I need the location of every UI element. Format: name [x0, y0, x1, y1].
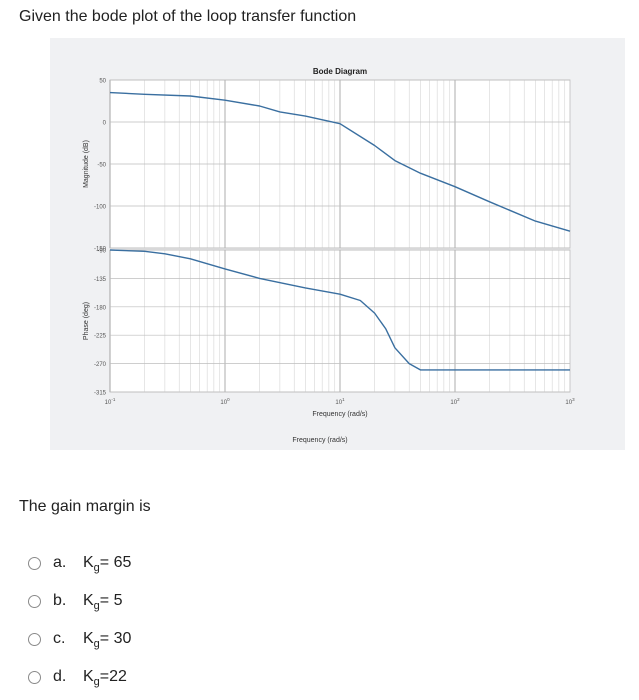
x-tick-label: 102: [450, 397, 460, 406]
bode-plot-svg: Bode Diagram Magnitude (dB) Phase (deg) …: [83, 67, 575, 444]
chart-title: Bode Diagram: [313, 67, 367, 76]
option-d-k: K: [83, 668, 94, 685]
option-a-sub: g: [93, 562, 100, 574]
magnitude-axis-label: Magnitude (dB): [83, 140, 90, 188]
phase-axis-label: Phase (deg): [83, 302, 90, 340]
option-a-value: = 65: [99, 554, 132, 571]
question-text: Given the bode plot of the loop transfer…: [19, 8, 357, 25]
option-d-sub: g: [93, 676, 100, 688]
magnitude-tick-label: -150: [94, 247, 107, 253]
magnitude-tick-label: -50: [97, 163, 106, 169]
option-c-letter: c.: [53, 630, 66, 647]
label-layer: Bode Diagram Magnitude (dB) Phase (deg) …: [83, 67, 575, 444]
phase-tick-label: -315: [94, 391, 107, 397]
phase-tick-label: -135: [94, 277, 107, 283]
x-axis-label-below: Frequency (rad/s): [292, 437, 347, 444]
phase-tick-label: -270: [94, 362, 107, 368]
x-tick-label: 10-1: [105, 397, 116, 406]
option-b-letter: b.: [53, 592, 67, 609]
phase-tick-label: -225: [94, 334, 107, 340]
radio-d[interactable]: [28, 670, 41, 684]
x-tick-label: 103: [565, 397, 575, 406]
option-b-k: K: [83, 592, 94, 609]
option-a-k: K: [83, 554, 94, 571]
gain-margin-prompt: The gain margin is: [19, 498, 151, 515]
magnitude-tick-label: 50: [99, 79, 106, 85]
x-axis-label: Frequency (rad/s): [312, 411, 367, 418]
x-tick-label: 101: [335, 397, 345, 406]
option-d-value: =22: [99, 668, 127, 685]
option-c-k: K: [83, 630, 94, 647]
magnitude-tick-label: 0: [103, 121, 107, 127]
option-c-value: = 30: [99, 630, 132, 647]
radio-b[interactable]: [28, 594, 41, 608]
option-d-letter: d.: [53, 668, 67, 685]
phase-tick-label: -90: [97, 249, 106, 255]
x-tick-label: 100: [220, 397, 230, 406]
bode-plot-figure: Bode Diagram Magnitude (dB) Phase (deg) …: [50, 38, 625, 450]
option-b-value: = 5: [99, 592, 123, 609]
magnitude-tick-label: -100: [94, 205, 107, 211]
radio-a[interactable]: [28, 556, 41, 570]
option-b-sub: g: [93, 600, 100, 612]
magnitude-curve: [109, 91, 571, 232]
curve-layer: [109, 91, 571, 371]
option-a-letter: a.: [53, 554, 67, 571]
option-c-sub: g: [93, 638, 100, 650]
phase-tick-label: -180: [94, 305, 107, 311]
radio-c[interactable]: [28, 632, 41, 646]
grid-layer: [109, 79, 570, 393]
phase-curve: [109, 249, 570, 371]
